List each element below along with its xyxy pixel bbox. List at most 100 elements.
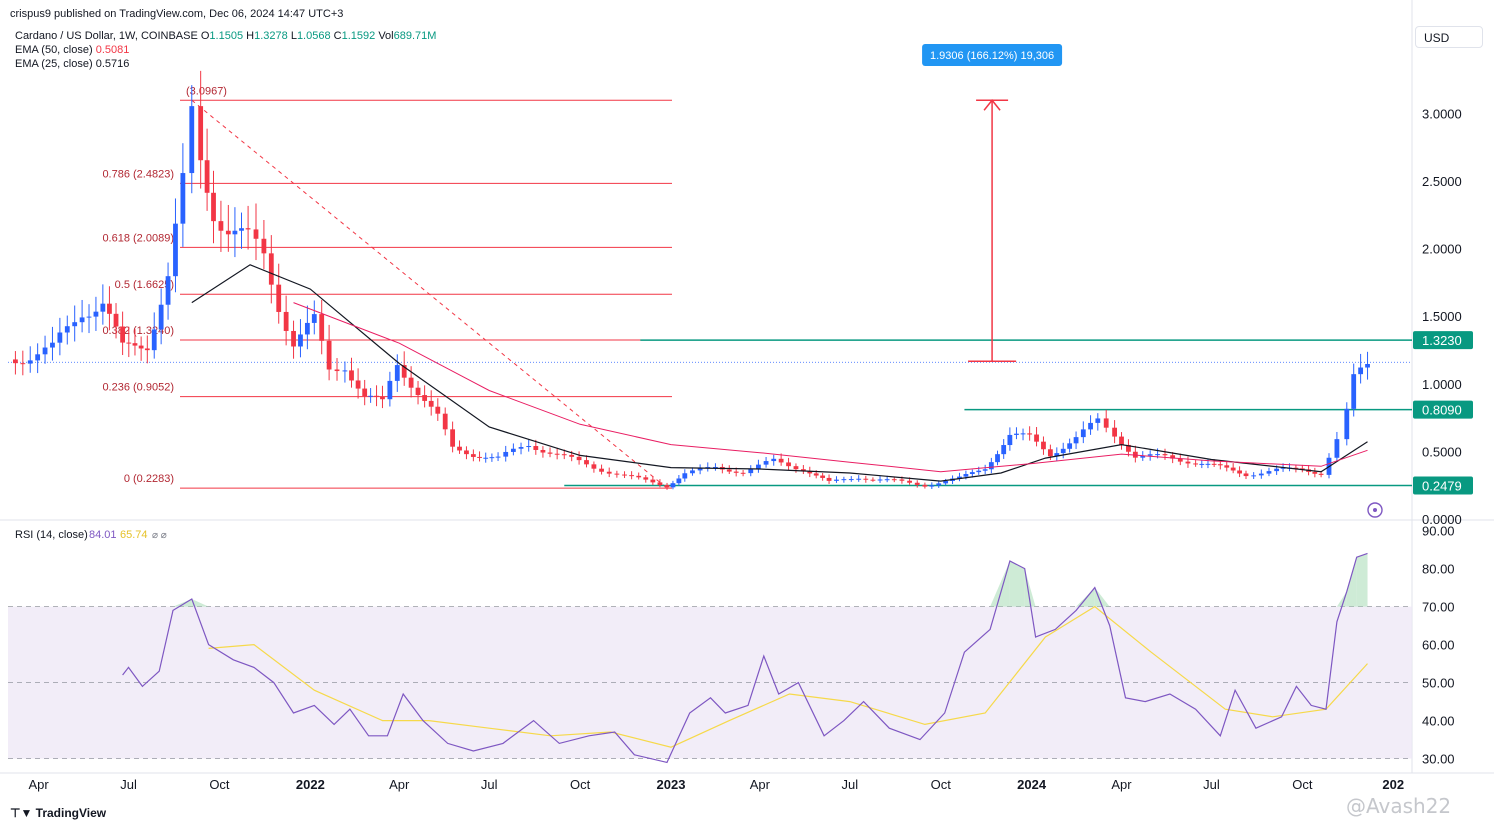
rsi-overbought-fill [1076,587,1095,607]
candle-body [657,482,663,486]
candle-body [489,457,495,459]
support-price-tag [1413,476,1473,495]
support-price-tag [1413,331,1473,350]
candle-body [79,317,85,323]
candle-body [1034,434,1039,442]
trend-line [191,99,668,489]
fib-level-label: 0.618 (2.0089) [102,232,174,244]
candle-body [870,479,876,481]
candle-body [311,314,317,323]
support-price-label: 0.8090 [1422,403,1462,418]
ema50-legend[interactable]: EMA (50, close) 0.5081 [15,44,129,56]
time-axis-tick: Jul [1203,777,1220,792]
rsi-ma-value: 65.74 [120,529,148,541]
candle-body [470,454,476,457]
candle-body [907,480,912,483]
candle-body [841,479,847,481]
candle-body [380,396,385,400]
measure-label-box [922,44,1063,66]
candle-body [1147,454,1153,456]
candle-body [334,369,340,372]
candle-body [1205,463,1211,465]
candle-body [477,456,482,458]
ohlc-open: O1.1505 [200,30,244,42]
candle-body [533,446,539,450]
candle-body [976,470,982,473]
candle-body [1351,374,1357,409]
candle-body [1014,433,1019,435]
candle-body [1237,470,1242,474]
candle-body [1088,422,1093,430]
rsi-axis-tick: 60.00 [1422,638,1455,653]
candle-body [963,474,969,477]
candle-body [158,304,164,330]
candle-body [1027,433,1033,435]
candle-body [682,473,688,479]
candle-body [1274,468,1280,472]
candle-body [690,470,695,474]
candle-body [464,450,469,455]
candle-body [599,468,604,472]
candle-body [253,229,259,239]
candle-body [629,475,635,477]
rsi-title: RSI (14, close) [15,529,88,541]
price-axis-tick: 1.5000 [1422,309,1462,324]
candle-body [291,330,296,347]
candle-body [1047,449,1053,457]
support-price-label: 1.3230 [1422,333,1462,348]
ohlc-low: L1.0568 [290,30,331,42]
currency-selector[interactable]: USD [1415,26,1483,48]
ema-25-line [191,264,1368,482]
candle-body [394,365,400,381]
candle-body [457,446,462,451]
candle-body [1199,463,1205,465]
candle-body [547,452,553,454]
candle-body [113,313,119,327]
candle-body [495,456,501,458]
candle-body [643,477,649,480]
candle-body [151,329,157,351]
measure-arrow-icon [983,99,1001,111]
rsi-overbought-fill [990,561,1010,607]
candle-body [50,342,55,348]
candle-body [1293,467,1299,469]
candle-body [326,340,332,370]
ema-50-line [293,302,1368,473]
candle-body [1162,454,1168,456]
candle-body [173,223,178,277]
candle-body [848,479,854,481]
candle-body [27,360,33,364]
candle-body [42,347,48,355]
rsi-overbought-fill [191,599,209,607]
candle-body [1112,427,1118,437]
ema25-legend[interactable]: EMA (25, close) 0.5716 [15,58,129,70]
fib-level-label: 0.786 (2.4823) [102,168,174,180]
ohlc-high: H1.3278 [246,30,288,42]
time-axis-tick: 2022 [296,777,325,792]
target-icon-dot [1373,508,1377,512]
candle-body [856,478,862,480]
candle-body [1258,473,1264,476]
candle-body [510,448,516,452]
tradingview-logo[interactable]: ⊤▼ TradingView [10,806,107,820]
candle-body [561,454,567,456]
candle-body [1243,473,1249,477]
candle-body [165,276,171,305]
candle-body [943,480,949,484]
time-axis-tick: Apr [750,777,771,792]
rsi-overbought-fill [1336,591,1347,607]
candle-body [733,471,739,473]
candle-body [225,230,231,235]
target-icon [1367,502,1383,518]
time-axis-tick: Oct [1292,777,1313,792]
price-axis-tick: 3.0000 [1422,106,1462,121]
candle-body [232,230,238,235]
candle-body [1140,455,1146,458]
symbol-name: Cardano / US Dollar, 1W, COINBASE [15,30,198,42]
candle-body [800,469,806,472]
candle-body [726,469,732,472]
candle-body [1334,439,1340,458]
ema50-value: 0.5081 [95,44,130,56]
candle-body [283,311,289,331]
